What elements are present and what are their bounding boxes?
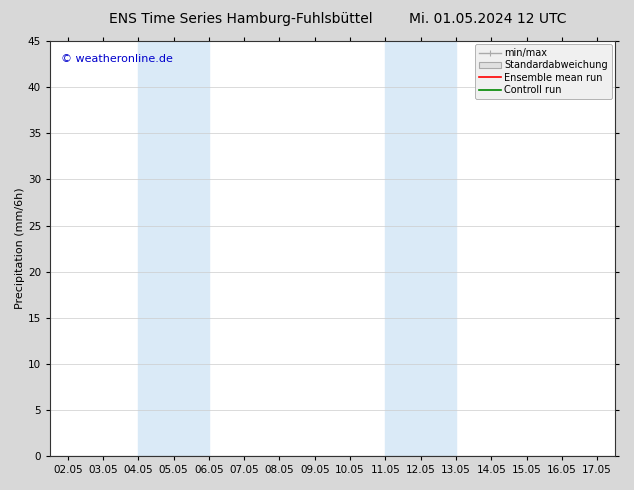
Text: © weatheronline.de: © weatheronline.de <box>61 54 173 64</box>
Legend: min/max, Standardabweichung, Ensemble mean run, Controll run: min/max, Standardabweichung, Ensemble me… <box>476 44 612 99</box>
Bar <box>138 41 209 456</box>
Text: Mi. 01.05.2024 12 UTC: Mi. 01.05.2024 12 UTC <box>410 12 567 26</box>
Y-axis label: Precipitation (mm/6h): Precipitation (mm/6h) <box>15 188 25 309</box>
Text: ENS Time Series Hamburg-Fuhlsbüttel: ENS Time Series Hamburg-Fuhlsbüttel <box>109 12 373 26</box>
Bar <box>385 41 456 456</box>
